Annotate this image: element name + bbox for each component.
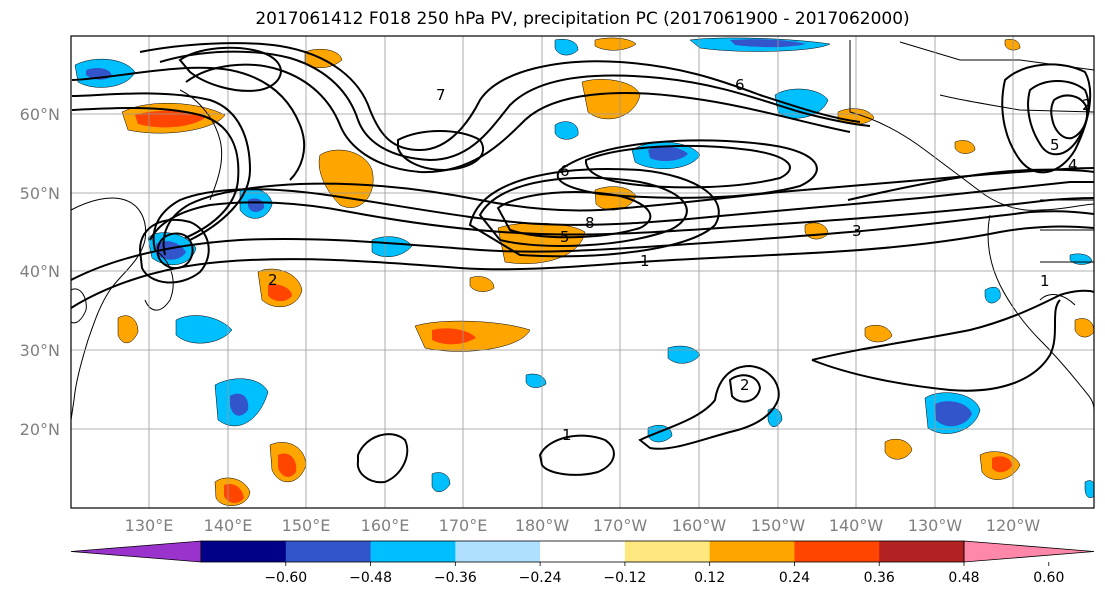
longitude-labels: 130°E 140°E 150°E 160°E 170°E 180°W 170°… [125, 516, 1041, 535]
colorbar-tick-label: −0.48 [349, 570, 392, 586]
lat-label-20n: 20°N [20, 420, 60, 439]
map-content: 1 2 3 4 5 6 7 8 1 1 2 6 2 5 [71, 36, 1094, 508]
colorbar-extend-min [70, 540, 202, 563]
lon-label: 170°W [593, 516, 648, 535]
colorbar-segment [201, 541, 287, 562]
contour-label: 2 [1082, 96, 1092, 114]
lat-label-60n: 60°N [20, 105, 60, 124]
colorbar-tick-label: −0.12 [603, 570, 646, 586]
colorbar-segment [709, 541, 795, 562]
lon-label: 130°E [125, 516, 174, 535]
colorbar-tick-label: −0.36 [434, 570, 477, 586]
pv-contours [71, 42, 1094, 484]
contour-label: 3 [852, 222, 862, 240]
lon-label: 140°E [204, 516, 253, 535]
contour-label: 7 [436, 86, 446, 104]
contour-label: 5 [1050, 136, 1060, 154]
map-title: 2017061412 F018 250 hPa PV, precipitatio… [255, 9, 910, 29]
lon-label: 140°W [829, 516, 884, 535]
contour-label: 4 [1068, 156, 1078, 174]
contour-label: 2 [740, 376, 750, 394]
lon-label: 130°W [908, 516, 963, 535]
map-frame [70, 35, 1095, 509]
lon-label: 170°E [439, 516, 488, 535]
colorbar-tick-label: 0.24 [779, 570, 810, 586]
lat-label-50n: 50°N [20, 184, 60, 203]
contour-label: 6 [735, 76, 745, 94]
lon-label: 160°W [672, 516, 727, 535]
colorbar-segment [540, 541, 626, 562]
contour-label: 1 [562, 426, 572, 444]
colorbar-segment [285, 541, 372, 562]
colorbar-segment [794, 541, 880, 562]
lon-label: 160°E [361, 516, 410, 535]
lon-label: 150°E [282, 516, 331, 535]
lat-label-30n: 30°N [20, 341, 60, 360]
colorbar-segment [624, 541, 711, 562]
colorbar-segment [879, 541, 965, 562]
lon-label: 180°W [515, 516, 570, 535]
contour-label: 1 [640, 252, 650, 270]
lon-label: 150°W [751, 516, 806, 535]
colorbar-tick-label: −0.24 [519, 570, 562, 586]
colorbar: −0.60 −0.48 −0.36 −0.24 −0.12 0.12 0.24 0.36 0.4… [70, 540, 1095, 586]
colorbar-extend-max [963, 540, 1095, 563]
contour-label: 6 [560, 162, 570, 180]
contour-label: 8 [585, 214, 595, 232]
lon-label: 120°W [986, 516, 1041, 535]
precip-positive-shading [117, 37, 1094, 506]
colorbar-tick-label: 0.48 [948, 570, 979, 586]
contour-label: 5 [560, 228, 570, 246]
colorbar-segment [370, 541, 456, 562]
contour-label: 1 [1040, 272, 1050, 290]
colorbar-tick-label: 0.12 [694, 570, 725, 586]
latitude-labels: 60°N 50°N 40°N 30°N 20°N [20, 105, 60, 439]
colorbar-tick-label: −0.60 [264, 570, 307, 586]
colorbar-tick-label: 0.36 [864, 570, 895, 586]
contour-label: 2 [268, 271, 278, 289]
lat-label-40n: 40°N [20, 262, 60, 281]
colorbar-tick-label: 0.60 [1033, 570, 1064, 586]
colorbar-outline [200, 540, 965, 563]
colorbar-segment [455, 541, 541, 562]
coastlines [71, 40, 1094, 421]
contour-labels: 1 2 3 4 5 6 7 8 1 1 2 6 2 5 [268, 76, 1092, 444]
